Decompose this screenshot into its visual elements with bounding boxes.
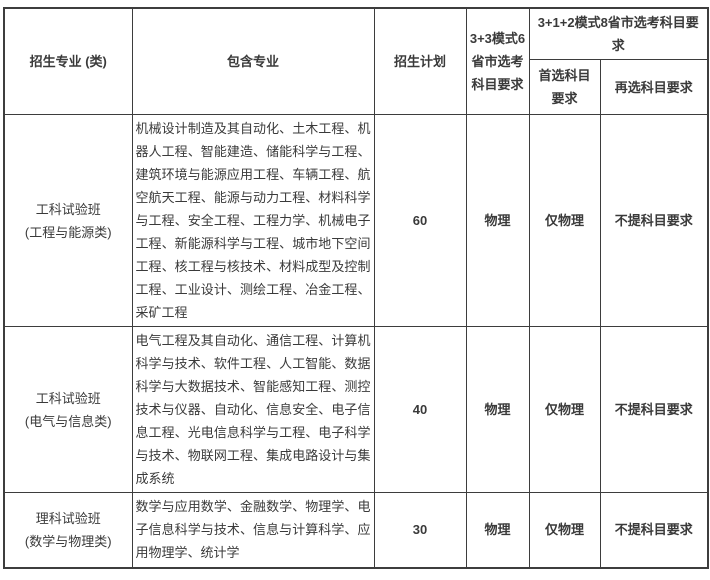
included-majors-cell: 数学与应用数学、金融数学、物理学、电子信息科学与技术、信息与计算科学、应用物理学… bbox=[131, 492, 375, 568]
major-name: 工科试验班 bbox=[35, 390, 101, 406]
major-cell: 理科试验班 (数学与物理类) bbox=[3, 492, 133, 568]
included-majors-cell: 机械设计制造及其自动化、土木工程、机器人工程、智能建造、储能科学与工程、建筑环境… bbox=[131, 114, 375, 327]
header-first-choice: 首选科目要求 bbox=[528, 59, 601, 115]
major-name: 工科试验班 bbox=[35, 201, 101, 217]
second-choice-requirement-cell: 不提科目要求 bbox=[599, 114, 709, 327]
header-row-top: 招生专业 (类) 包含专业 招生计划 3+3模式6省市选考科目要求 3+1+2模… bbox=[3, 7, 709, 115]
header-mode-3-3: 3+3模式6省市选考科目要求 bbox=[465, 7, 530, 115]
header-major: 招生专业 (类) bbox=[3, 7, 133, 115]
table-row: 工科试验班 (电气与信息类) 电气工程及其自动化、通信工程、计算机科学与技术、软… bbox=[3, 326, 709, 493]
mode-3-3-requirement-cell: 物理 bbox=[465, 492, 530, 568]
major-subcategory: (数学与物理类) bbox=[24, 533, 112, 549]
first-choice-requirement-cell: 仅物理 bbox=[528, 326, 601, 493]
table-row: 理科试验班 (数学与物理类) 数学与应用数学、金融数学、物理学、电子信息科学与技… bbox=[3, 492, 709, 568]
header-row-sub: 首选科目要求 再选科目要求 bbox=[4, 59, 709, 115]
header-mode-3-1-2: 3+1+2模式8省市选考科目要求 bbox=[528, 7, 709, 60]
included-majors-cell: 电气工程及其自动化、通信工程、计算机科学与技术、软件工程、人工智能、数据科学与大… bbox=[131, 326, 375, 493]
second-choice-requirement-cell: 不提科目要求 bbox=[599, 492, 709, 568]
major-subcategory: (电气与信息类) bbox=[24, 413, 112, 429]
plan-count-cell: 60 bbox=[373, 114, 467, 327]
major-subcategory: (工程与能源类) bbox=[24, 224, 112, 240]
mode-3-3-requirement-cell: 物理 bbox=[465, 326, 530, 493]
second-choice-requirement-cell: 不提科目要求 bbox=[599, 326, 709, 493]
header-second-choice: 再选科目要求 bbox=[599, 59, 709, 115]
major-cell: 工科试验班 (电气与信息类) bbox=[3, 326, 133, 493]
admissions-plan-table: 招生专业 (类) 包含专业 招生计划 3+3模式6省市选考科目要求 3+1+2模… bbox=[3, 7, 710, 569]
plan-count-cell: 30 bbox=[373, 492, 467, 568]
first-choice-requirement-cell: 仅物理 bbox=[528, 114, 601, 327]
mode-3-3-requirement-cell: 物理 bbox=[465, 114, 530, 327]
header-includes: 包含专业 bbox=[131, 7, 375, 115]
first-choice-requirement-cell: 仅物理 bbox=[528, 492, 601, 568]
plan-count-cell: 40 bbox=[373, 326, 467, 493]
table-row: 工科试验班 (工程与能源类) 机械设计制造及其自动化、土木工程、机器人工程、智能… bbox=[3, 114, 709, 327]
major-name: 理科试验班 bbox=[35, 510, 101, 526]
header-plan: 招生计划 bbox=[373, 7, 467, 115]
major-cell: 工科试验班 (工程与能源类) bbox=[3, 114, 133, 327]
